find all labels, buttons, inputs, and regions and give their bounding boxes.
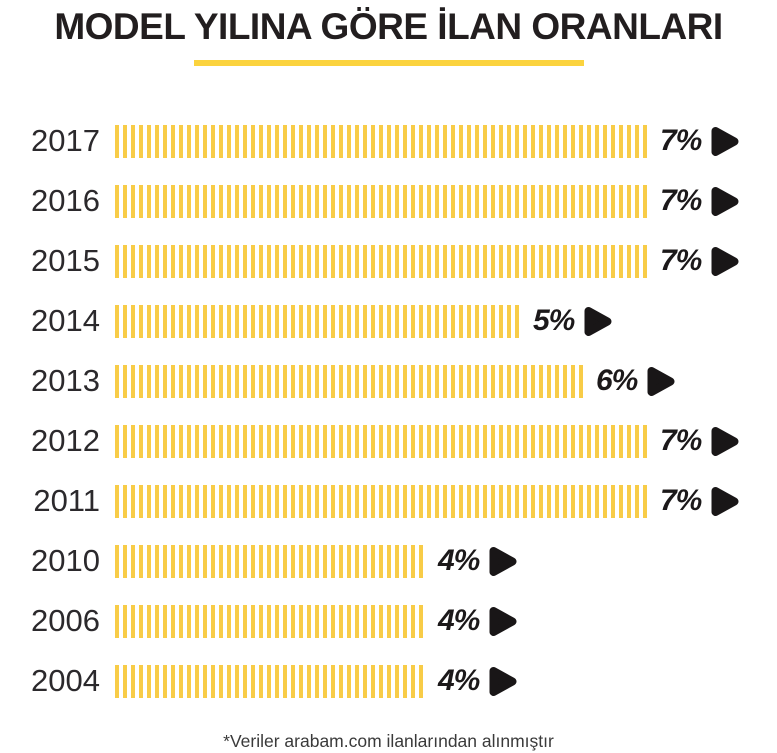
percent-label: 7%: [660, 244, 702, 277]
title-underline-accent: [193, 60, 584, 66]
play-arrow-icon: [488, 605, 518, 638]
chart-row: 2017 7%: [20, 111, 777, 171]
source-note: *Veriler arabam.com ilanlarından alınmış…: [223, 731, 554, 751]
chart-row: 2010 4%: [20, 531, 777, 591]
year-label: 2004: [31, 663, 100, 698]
year-label: 2013: [31, 363, 100, 398]
striped-bar: [115, 124, 647, 158]
striped-bar: [115, 424, 647, 458]
striped-bar: [115, 244, 647, 278]
play-arrow-icon: [710, 485, 740, 518]
play-arrow-icon: [710, 125, 740, 158]
year-label: 2010: [31, 543, 100, 578]
play-arrow-icon: [646, 365, 676, 398]
chart-row: 2012 7%: [20, 411, 777, 471]
bar-chart: 2017 7% 2016 7% 2015 7% 2014 5% 2013 6%: [0, 111, 777, 711]
year-label: 2015: [31, 243, 100, 278]
chart-row: 2011 7%: [20, 471, 777, 531]
percent-label: 7%: [660, 484, 702, 517]
striped-bar: [115, 304, 520, 338]
percent-label: 4%: [438, 604, 480, 637]
play-arrow-icon: [583, 305, 613, 338]
percent-label: 5%: [533, 304, 575, 337]
year-label: 2014: [31, 303, 100, 338]
percent-label: 7%: [660, 184, 702, 217]
percent-label: 4%: [438, 544, 480, 577]
percent-label: 4%: [438, 664, 480, 697]
year-label: 2006: [31, 603, 100, 638]
chart-row: 2006 4%: [20, 591, 777, 651]
year-label: 2011: [33, 483, 100, 518]
play-arrow-icon: [710, 185, 740, 218]
striped-bar: [115, 544, 425, 578]
play-arrow-icon: [710, 245, 740, 278]
play-arrow-icon: [488, 545, 518, 578]
chart-header: MODEL YILINA GÖRE İLAN ORANLARI: [0, 0, 777, 66]
chart-row: 2015 7%: [20, 231, 777, 291]
play-arrow-icon: [488, 665, 518, 698]
percent-label: 7%: [660, 424, 702, 457]
chart-row: 2004 4%: [20, 651, 777, 711]
chart-row: 2014 5%: [20, 291, 777, 351]
year-label: 2012: [31, 423, 100, 458]
chart-row: 2016 7%: [20, 171, 777, 231]
striped-bar: [115, 484, 647, 518]
year-label: 2017: [31, 123, 100, 158]
percent-label: 7%: [660, 124, 702, 157]
striped-bar: [115, 604, 425, 638]
striped-bar: [115, 184, 647, 218]
year-label: 2016: [31, 183, 100, 218]
striped-bar: [115, 364, 583, 398]
percent-label: 6%: [596, 364, 638, 397]
striped-bar: [115, 664, 425, 698]
chart-title: MODEL YILINA GÖRE İLAN ORANLARI: [54, 6, 723, 47]
play-arrow-icon: [710, 425, 740, 458]
chart-row: 2013 6%: [20, 351, 777, 411]
